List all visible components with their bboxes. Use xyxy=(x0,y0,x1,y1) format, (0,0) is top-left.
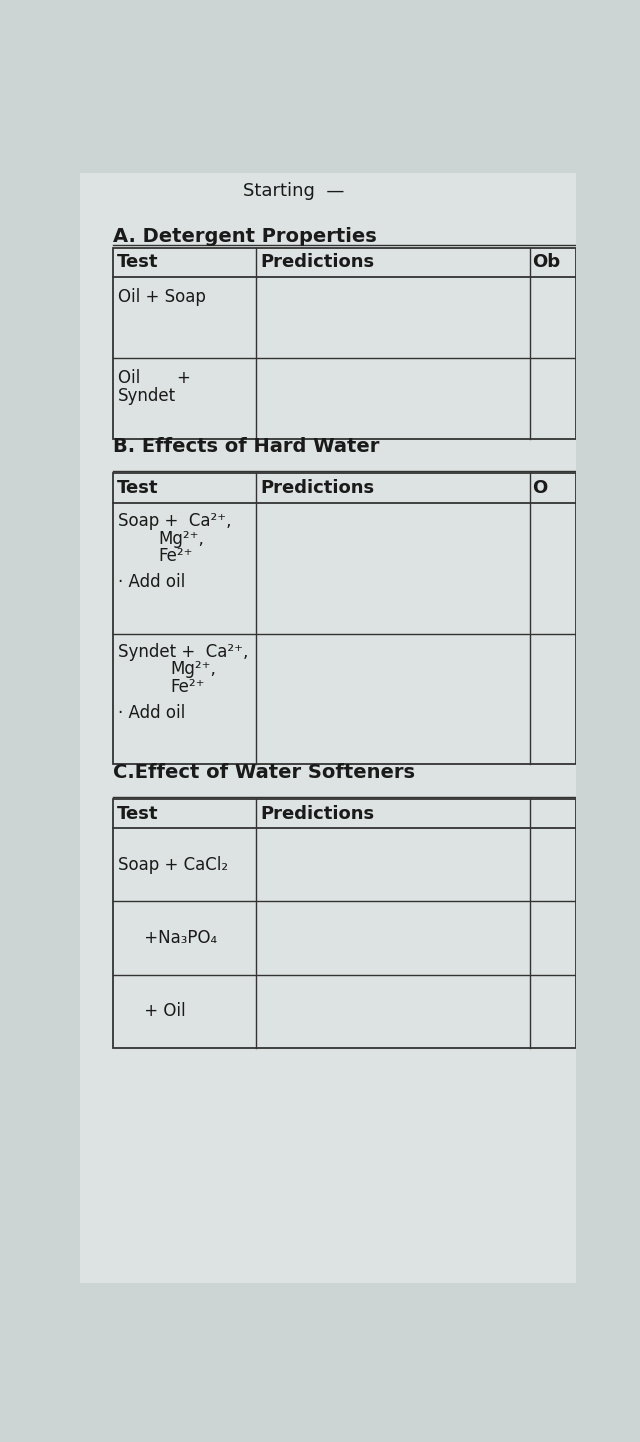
Text: B. Effects of Hard Water: B. Effects of Hard Water xyxy=(113,437,379,457)
Text: Soap + CaCl₂: Soap + CaCl₂ xyxy=(118,857,228,874)
Text: · Add oil: · Add oil xyxy=(118,704,185,721)
Text: Ob: Ob xyxy=(532,254,561,271)
Text: O: O xyxy=(532,479,548,497)
Text: + Oil: + Oil xyxy=(118,1002,186,1019)
Text: A. Detergent Properties: A. Detergent Properties xyxy=(113,228,376,247)
Text: · Add oil: · Add oil xyxy=(118,572,185,591)
Text: Test: Test xyxy=(117,479,159,497)
Text: Oil + Soap: Oil + Soap xyxy=(118,288,206,306)
Text: Predictions: Predictions xyxy=(260,805,374,823)
Text: Soap +  Ca²⁺,: Soap + Ca²⁺, xyxy=(118,512,232,529)
Text: Fe²⁺: Fe²⁺ xyxy=(158,548,193,565)
Text: Test: Test xyxy=(117,254,159,271)
Text: Oil       +: Oil + xyxy=(118,369,191,386)
Text: C.Effect of Water Softeners: C.Effect of Water Softeners xyxy=(113,763,415,782)
Text: Starting  —: Starting — xyxy=(243,182,344,200)
Text: Mg²⁺,: Mg²⁺, xyxy=(158,529,204,548)
Text: Fe²⁺: Fe²⁺ xyxy=(171,678,205,696)
Text: Mg²⁺,: Mg²⁺, xyxy=(171,660,216,678)
Text: Test: Test xyxy=(117,805,159,823)
Text: Predictions: Predictions xyxy=(260,479,374,497)
Bar xyxy=(113,473,576,764)
Text: Predictions: Predictions xyxy=(260,254,374,271)
Bar xyxy=(113,799,576,1048)
Text: +Na₃PO₄: +Na₃PO₄ xyxy=(118,929,217,947)
Text: Syndet: Syndet xyxy=(118,386,176,405)
Text: Syndet +  Ca²⁺,: Syndet + Ca²⁺, xyxy=(118,643,248,660)
Bar xyxy=(113,248,576,438)
